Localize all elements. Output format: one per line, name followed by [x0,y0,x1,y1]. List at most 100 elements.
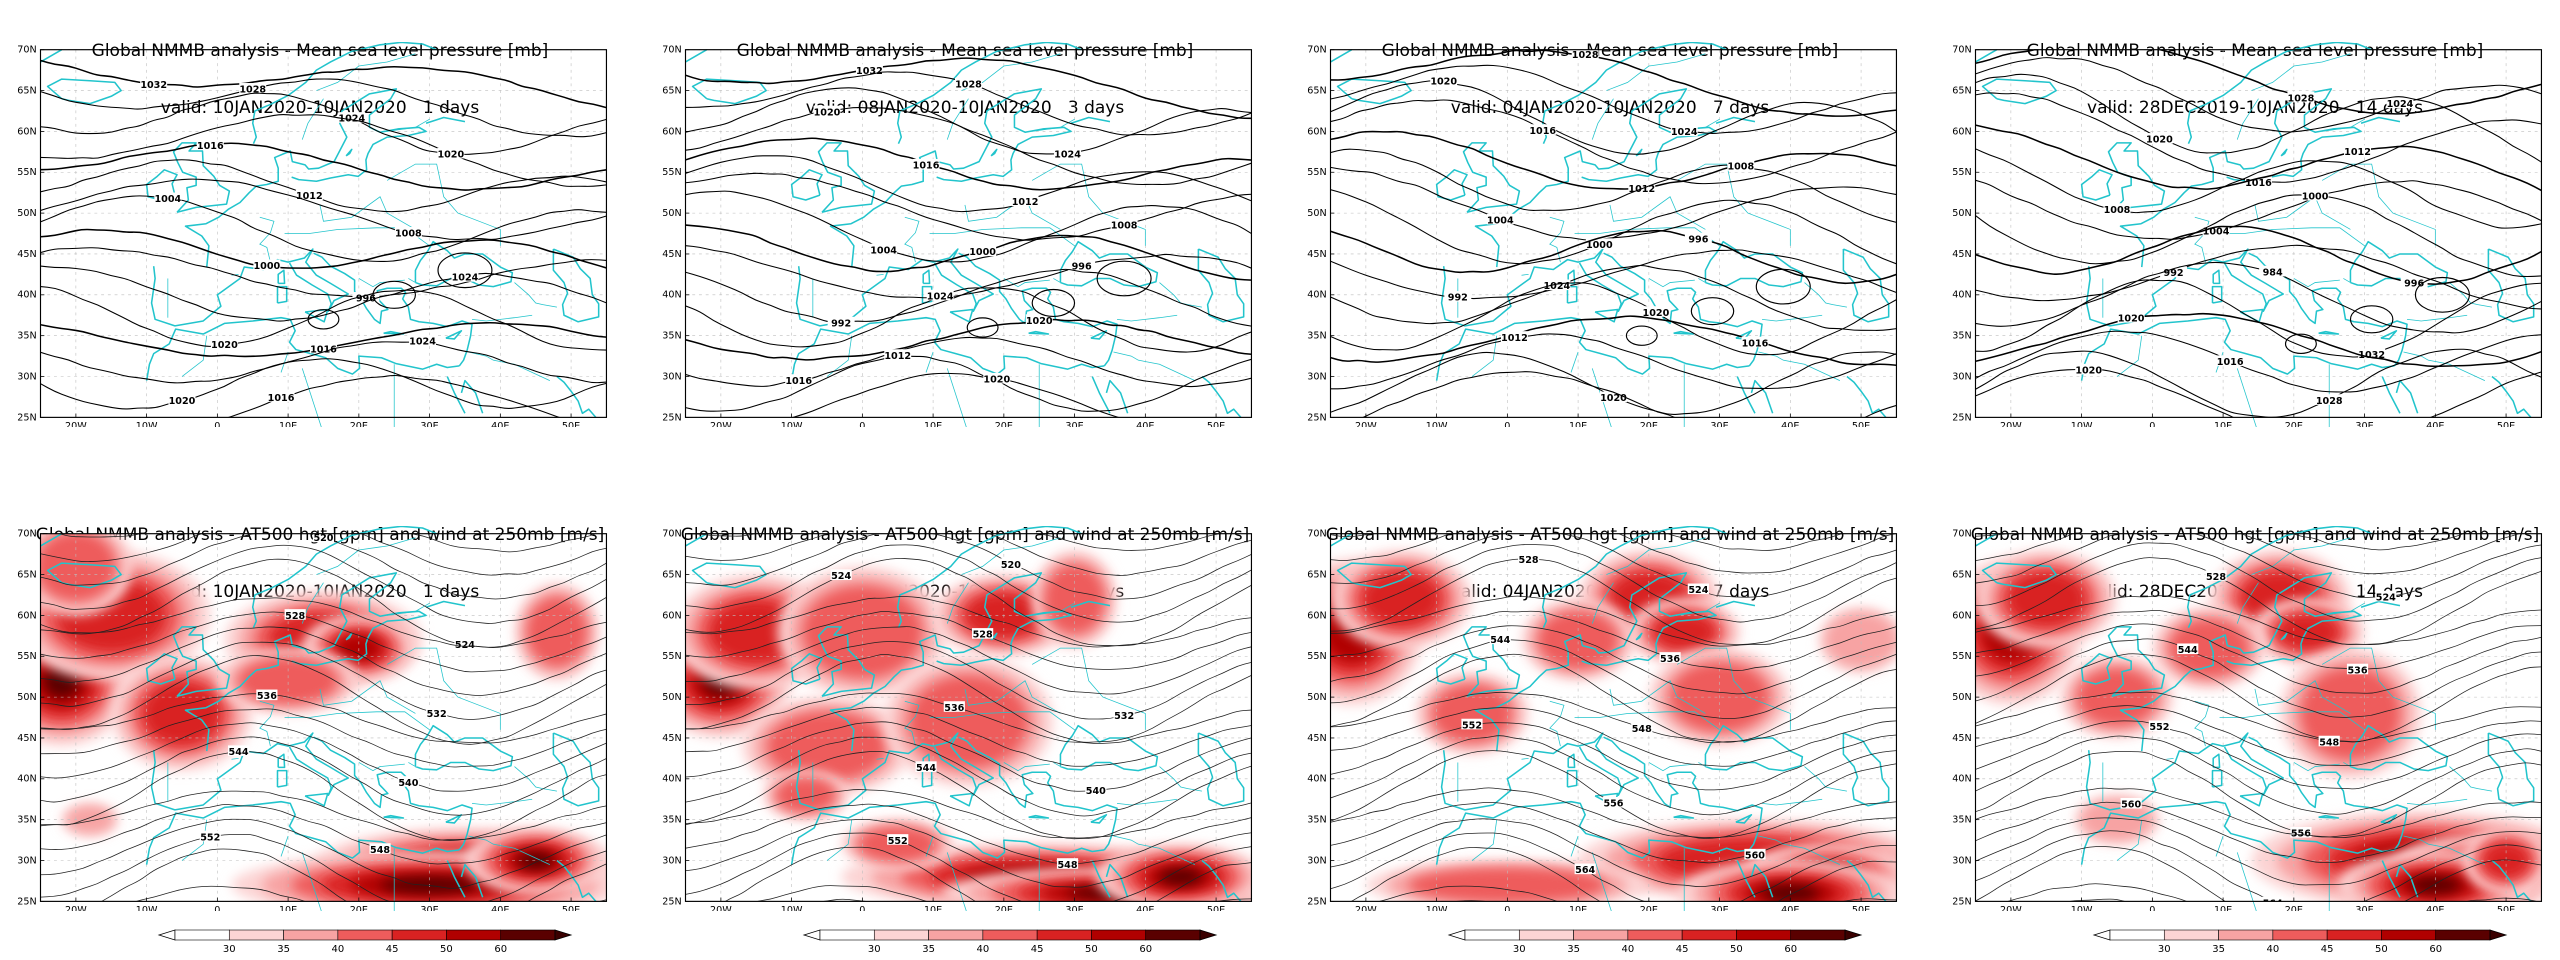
contour-label: 1028 [239,85,266,96]
msl-title-3: Global NMMB analysis - Mean sea level pr… [1300,4,1920,137]
colorbar-label: 30 [1513,944,1526,955]
lon-tick-label: 30E [1710,421,1728,427]
contour-label: 1032 [140,80,167,91]
lon-tick-label: 0 [1504,421,1510,427]
lat-tick-label: 25N [662,896,681,907]
lat-tick-label: 60N [1307,610,1326,621]
axes: 70N 65N 60N 55N 50N 45N 40N 35N 30N 25N 20W 10W 0 10E… [1952,45,2543,427]
colorbar-label: 60 [494,944,507,955]
contour-label: 1004 [2203,227,2230,238]
contour-label: 560 [1745,850,1765,861]
colorbar-label: 60 [2429,944,2442,955]
contour-label: 1020 [169,396,196,407]
lat-tick-label: 50N [1307,692,1326,703]
lon-tick-label: 40E [491,905,509,911]
contour-label: 524 [2376,592,2396,603]
pressure-contours: 1032 1028 1024 1020 1016 1012 1008 1004 1000 996 9… [685,57,1252,418]
contour-label: 1024 [452,273,479,284]
contour-label: 996 [1688,234,1708,245]
lon-tick-label: 0 [2149,421,2155,427]
contour-label: 524 [455,640,475,651]
lat-tick-label: 70N [1952,529,1971,540]
lat-tick-label: 65N [1952,569,1971,580]
msl-title-text: Global NMMB analysis - Mean sea level pr… [736,41,1194,61]
contour-label: 1008 [2104,205,2131,216]
contour-label: 1032 [2358,350,2385,361]
lon-tick-label: 40E [2426,905,2444,911]
height-contours: 520524528536544548552556560564568 [1975,533,2542,902]
colorbar-swatch [2272,929,2328,941]
colorbar-label: 35 [1567,944,1580,955]
contour-label: 1020 [437,149,464,160]
contour-label: 1000 [969,247,996,258]
lat-tick-label: 30N [1952,855,1971,866]
contour-label: 1028 [2316,396,2343,407]
lat-tick-label: 35N [1952,331,1971,342]
contour-label: 552 [2149,722,2169,733]
lat-tick-label: 60N [1952,610,1971,621]
lon-tick-label: 20E [1640,905,1658,911]
axes: 70N 65N 60N 55N 50N 45N 40N 35N 30N 25N 20W 10W 0 10E… [662,529,1253,911]
colorbar-swatch [1627,929,1683,941]
contour-label: 1020 [2118,314,2145,325]
lat-tick-label: 40N [1952,290,1971,301]
lat-tick-label: 40N [1307,774,1326,785]
lon-tick-label: 10E [1569,421,1587,427]
contour-label: 1024 [1544,281,1571,292]
lat-tick-label: 50N [662,692,681,703]
lon-tick-label: 40E [1136,905,1154,911]
lat-tick-label: 50N [17,692,36,703]
lon-tick-label: 10W [781,905,803,911]
lon-tick-label: 40E [491,421,509,427]
contour-label: 552 [888,836,908,847]
lat-tick-label: 45N [17,733,36,744]
lon-tick-label: 50E [1207,905,1225,911]
contour-label: 1028 [1572,50,1599,61]
colorbar-label: 60 [1784,944,1797,955]
colorbar-swatch [819,929,875,941]
contour-label: 528 [973,630,993,641]
colorbar-swatch [446,929,502,941]
contour-label: 528 [2206,572,2226,583]
coastline [1975,526,2535,911]
colorbar-swatch [2326,929,2382,941]
contour-label: 1028 [955,79,982,90]
lon-tick-label: 0 [859,905,865,911]
contour-label: 1016 [2245,178,2272,189]
z500-title-text: Global NMMB analysis - AT500 hgt [gpm] a… [680,525,1250,545]
lon-tick-label: 0 [2149,905,2155,911]
contour-label: 536 [1660,654,1680,665]
axes: 70N 65N 60N 55N 50N 45N 40N 35N 30N 25N 20W 10W 0 10E… [1307,529,1898,911]
lon-tick-label: 50E [1852,421,1870,427]
lat-tick-label: 40N [1307,290,1326,301]
lon-tick-label: 10E [2214,905,2232,911]
colorbar-label: 35 [922,944,935,955]
lat-tick-label: 65N [17,85,36,96]
contour-label: 992 [831,318,851,329]
lon-tick-label: 20W [1355,905,1377,911]
lat-tick-label: 25N [17,896,36,907]
colorbar-label: 30 [868,944,881,955]
colorbar-swatch [228,929,284,941]
lat-tick-label: 60N [662,610,681,621]
contour-label: 536 [2347,665,2367,676]
contour-label: 1020 [2075,365,2102,376]
lat-tick-label: 70N [662,45,681,56]
lon-tick-label: 30E [420,421,438,427]
contour-label: 536 [944,703,964,714]
contour-label: 1020 [211,340,238,351]
contour-label: 544 [916,763,936,774]
colorbar-label: 40 [331,944,344,955]
lon-tick-label: 50E [2497,905,2515,911]
lon-tick-label: 40E [1781,905,1799,911]
lon-tick-label: 20E [2285,905,2303,911]
contour-label: 1012 [2344,147,2371,158]
lat-tick-label: 50N [1952,692,1971,703]
lon-tick-label: 30E [1065,905,1083,911]
lat-tick-label: 35N [1952,815,1971,826]
lat-tick-label: 45N [1307,249,1326,260]
lat-tick-label: 35N [1307,815,1326,826]
lat-tick-label: 35N [662,331,681,342]
lat-tick-label: 35N [1307,331,1326,342]
contour-label: 1008 [1111,221,1138,232]
